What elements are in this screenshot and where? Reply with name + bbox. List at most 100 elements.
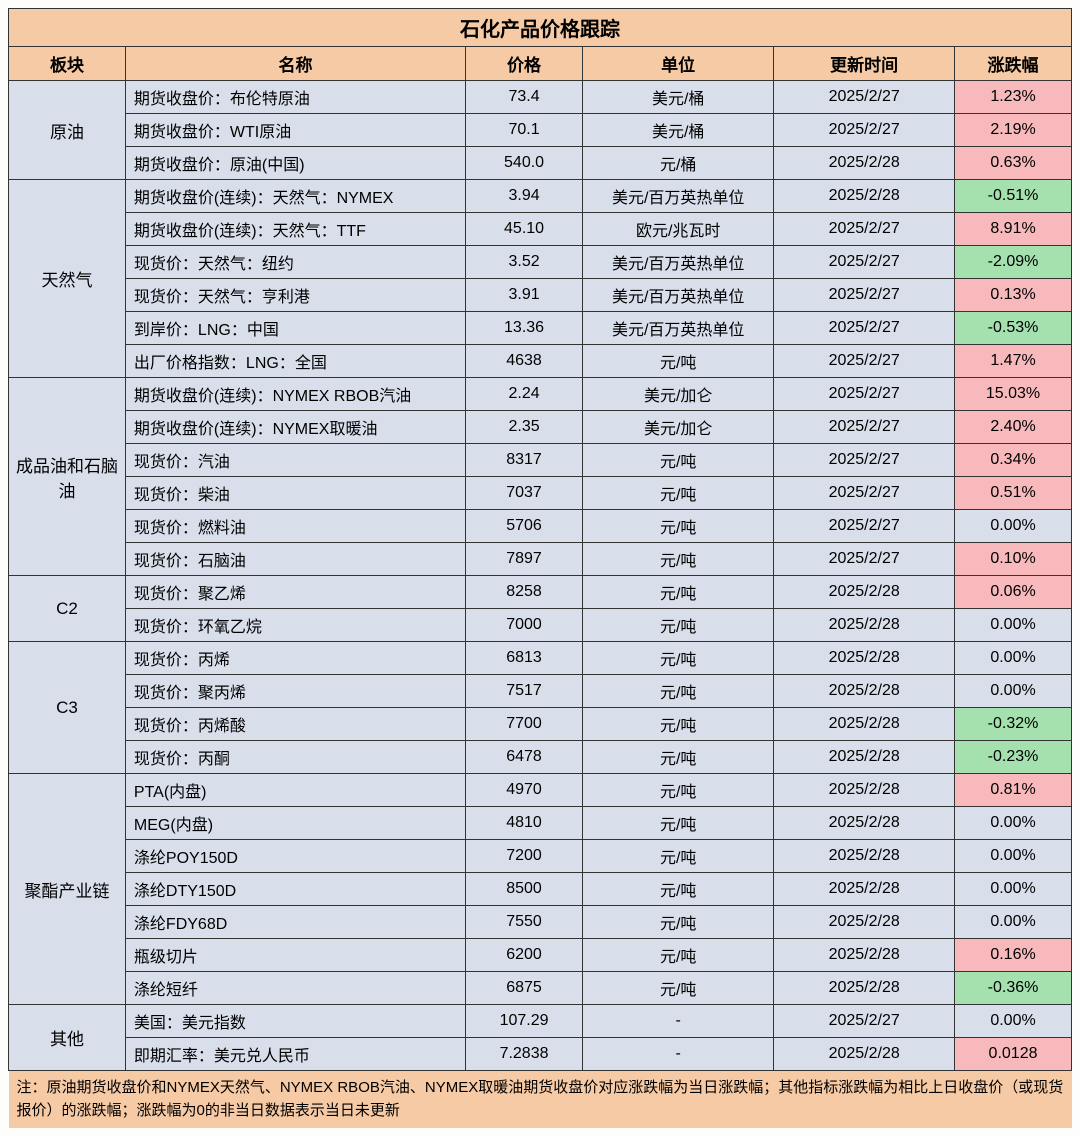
- name-cell: 期货收盘价(连续)：NYMEX RBOB汽油: [125, 378, 465, 411]
- table-row: 天然气期货收盘价(连续)：天然气：NYMEX3.94美元/百万英热单位2025/…: [9, 180, 1072, 213]
- name-cell: 美国：美元指数: [125, 1005, 465, 1038]
- change-cell: 1.47%: [955, 345, 1072, 378]
- table-row: 现货价：天然气：亨利港3.91美元/百万英热单位2025/2/270.13%: [9, 279, 1072, 312]
- unit-cell: -: [583, 1038, 774, 1071]
- name-cell: 到岸价：LNG：中国: [125, 312, 465, 345]
- date-cell: 2025/2/28: [774, 873, 955, 906]
- change-cell: 0.00%: [955, 906, 1072, 939]
- change-cell: 0.34%: [955, 444, 1072, 477]
- date-cell: 2025/2/27: [774, 81, 955, 114]
- name-cell: 现货价：天然气：纽约: [125, 246, 465, 279]
- name-cell: 期货收盘价(连续)：天然气：NYMEX: [125, 180, 465, 213]
- unit-cell: 美元/加仑: [583, 411, 774, 444]
- col-unit: 单位: [583, 47, 774, 81]
- date-cell: 2025/2/27: [774, 213, 955, 246]
- name-cell: 现货价：石脑油: [125, 543, 465, 576]
- change-cell: -2.09%: [955, 246, 1072, 279]
- date-cell: 2025/2/27: [774, 345, 955, 378]
- section-cell: 聚酯产业链: [9, 774, 126, 1005]
- table-row: 涤纶POY150D7200元/吨2025/2/280.00%: [9, 840, 1072, 873]
- change-cell: 2.19%: [955, 114, 1072, 147]
- name-cell: 现货价：燃料油: [125, 510, 465, 543]
- name-cell: 现货价：丙烯: [125, 642, 465, 675]
- date-cell: 2025/2/27: [774, 411, 955, 444]
- change-cell: -0.23%: [955, 741, 1072, 774]
- section-cell: C2: [9, 576, 126, 642]
- unit-cell: 元/吨: [583, 972, 774, 1005]
- price-cell: 7897: [466, 543, 583, 576]
- price-cell: 540.0: [466, 147, 583, 180]
- name-cell: MEG(内盘): [125, 807, 465, 840]
- change-cell: 0.13%: [955, 279, 1072, 312]
- table-row: 出厂价格指数：LNG：全国4638元/吨2025/2/271.47%: [9, 345, 1072, 378]
- name-cell: 现货价：汽油: [125, 444, 465, 477]
- unit-cell: 元/吨: [583, 543, 774, 576]
- section-cell: C3: [9, 642, 126, 774]
- name-cell: 瓶级切片: [125, 939, 465, 972]
- name-cell: 现货价：环氧乙烷: [125, 609, 465, 642]
- date-cell: 2025/2/28: [774, 906, 955, 939]
- name-cell: 涤纶POY150D: [125, 840, 465, 873]
- table-row: 现货价：丙酮6478元/吨2025/2/28-0.23%: [9, 741, 1072, 774]
- name-cell: 现货价：聚丙烯: [125, 675, 465, 708]
- unit-cell: 美元/桶: [583, 114, 774, 147]
- table-row: C3现货价：丙烯6813元/吨2025/2/280.00%: [9, 642, 1072, 675]
- price-cell: 3.91: [466, 279, 583, 312]
- date-cell: 2025/2/28: [774, 1038, 955, 1071]
- change-cell: -0.36%: [955, 972, 1072, 1005]
- unit-cell: 元/吨: [583, 939, 774, 972]
- date-cell: 2025/2/28: [774, 642, 955, 675]
- change-cell: 1.23%: [955, 81, 1072, 114]
- change-cell: 0.00%: [955, 642, 1072, 675]
- date-cell: 2025/2/27: [774, 477, 955, 510]
- price-cell: 6478: [466, 741, 583, 774]
- unit-cell: 元/吨: [583, 477, 774, 510]
- table-row: 现货价：丙烯酸7700元/吨2025/2/28-0.32%: [9, 708, 1072, 741]
- section-cell: 原油: [9, 81, 126, 180]
- table-row: 期货收盘价：原油(中国)540.0元/桶2025/2/280.63%: [9, 147, 1072, 180]
- section-cell: 其他: [9, 1005, 126, 1071]
- unit-cell: 元/吨: [583, 741, 774, 774]
- price-cell: 2.24: [466, 378, 583, 411]
- name-cell: 涤纶FDY68D: [125, 906, 465, 939]
- unit-cell: 元/吨: [583, 807, 774, 840]
- unit-cell: 元/吨: [583, 774, 774, 807]
- price-cell: 7550: [466, 906, 583, 939]
- date-cell: 2025/2/28: [774, 708, 955, 741]
- price-cell: 6875: [466, 972, 583, 1005]
- price-cell: 7.2838: [466, 1038, 583, 1071]
- price-cell: 13.36: [466, 312, 583, 345]
- price-cell: 6200: [466, 939, 583, 972]
- name-cell: 即期汇率：美元兑人民币: [125, 1038, 465, 1071]
- unit-cell: 元/吨: [583, 642, 774, 675]
- date-cell: 2025/2/27: [774, 510, 955, 543]
- table-row: 原油期货收盘价：布伦特原油73.4美元/桶2025/2/271.23%: [9, 81, 1072, 114]
- unit-cell: 美元/桶: [583, 81, 774, 114]
- unit-cell: 元/吨: [583, 840, 774, 873]
- table-body: 原油期货收盘价：布伦特原油73.4美元/桶2025/2/271.23% 期货收盘价…: [9, 81, 1072, 1071]
- change-cell: 0.81%: [955, 774, 1072, 807]
- unit-cell: 元/吨: [583, 444, 774, 477]
- date-cell: 2025/2/28: [774, 840, 955, 873]
- name-cell: 期货收盘价(连续)：天然气：TTF: [125, 213, 465, 246]
- section-cell: 天然气: [9, 180, 126, 378]
- name-cell: PTA(内盘): [125, 774, 465, 807]
- table-row: 即期汇率：美元兑人民币7.2838-2025/2/280.0128: [9, 1038, 1072, 1071]
- col-name: 名称: [125, 47, 465, 81]
- unit-cell: 元/吨: [583, 576, 774, 609]
- table-row: 其他美国：美元指数107.29-2025/2/270.00%: [9, 1005, 1072, 1038]
- table-row: 期货收盘价(连续)：天然气：TTF45.10欧元/兆瓦时2025/2/278.9…: [9, 213, 1072, 246]
- change-cell: 0.00%: [955, 807, 1072, 840]
- date-cell: 2025/2/28: [774, 972, 955, 1005]
- table-row: 成品油和石脑油期货收盘价(连续)：NYMEX RBOB汽油2.24美元/加仑20…: [9, 378, 1072, 411]
- table-row: 期货收盘价(连续)：NYMEX取暖油2.35美元/加仑2025/2/272.40…: [9, 411, 1072, 444]
- change-cell: 0.63%: [955, 147, 1072, 180]
- change-cell: 0.00%: [955, 675, 1072, 708]
- date-cell: 2025/2/28: [774, 939, 955, 972]
- price-cell: 4810: [466, 807, 583, 840]
- price-cell: 4638: [466, 345, 583, 378]
- header-row: 板块 名称 价格 单位 更新时间 涨跌幅: [9, 47, 1072, 81]
- unit-cell: -: [583, 1005, 774, 1038]
- change-cell: 0.16%: [955, 939, 1072, 972]
- table-row: C2现货价：聚乙烯8258元/吨2025/2/280.06%: [9, 576, 1072, 609]
